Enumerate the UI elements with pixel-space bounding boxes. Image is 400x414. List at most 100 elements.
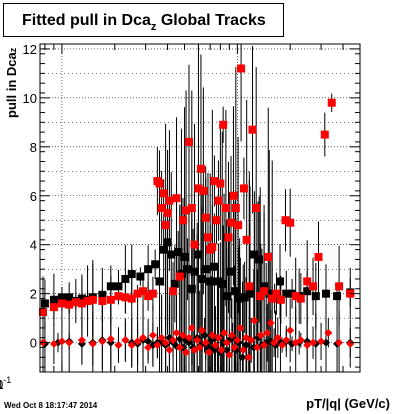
x-tick-label: 1 [0, 377, 4, 392]
marker-black [144, 265, 153, 274]
marker-black [106, 282, 115, 291]
marker-red [127, 341, 136, 350]
marker-red [114, 341, 123, 350]
marker-red [165, 196, 174, 205]
marker-red [268, 294, 277, 303]
marker-red [133, 337, 142, 346]
marker-red [208, 331, 217, 340]
marker-red [214, 333, 223, 342]
marker-red [172, 194, 181, 203]
marker-red [234, 221, 243, 230]
marker-red [205, 348, 214, 357]
marker-red [184, 137, 193, 146]
marker-red [196, 164, 205, 173]
marker-black [255, 255, 264, 264]
marker-red [49, 339, 58, 348]
marker-red [253, 343, 262, 352]
marker-red [282, 336, 291, 345]
marker-black [184, 338, 193, 347]
marker-red [77, 336, 86, 345]
marker-red [212, 216, 221, 225]
y-axis-label: pull in Dcaz [4, 48, 24, 138]
marker-black [40, 299, 49, 308]
chart-title-suffix: Global Tracks [156, 12, 266, 29]
marker-red [98, 337, 107, 346]
marker-black [57, 293, 66, 302]
marker-black [227, 267, 236, 276]
marker-black [183, 265, 192, 274]
marker-red [335, 338, 344, 347]
marker-red [106, 295, 115, 304]
marker-red [211, 341, 220, 350]
chart-title: Fitted pull in Dcaz Global Tracks [22, 12, 266, 33]
marker-red [286, 218, 295, 227]
marker-red [57, 337, 66, 346]
marker-red [324, 328, 333, 337]
marker-red [217, 345, 226, 354]
marker-black [151, 260, 160, 269]
marker-red [144, 292, 153, 301]
marker-red [157, 204, 166, 212]
marker-black [231, 287, 240, 296]
marker-red [317, 337, 326, 346]
marker-red [221, 204, 230, 212]
marker-red [139, 333, 148, 342]
chart-title-box: Fitted pull in Dcaz Global Tracks [3, 3, 284, 37]
marker-black [65, 293, 74, 302]
marker-red [250, 316, 259, 325]
marker-red [144, 343, 153, 352]
marker-red [291, 292, 300, 301]
marker-red [182, 348, 191, 357]
marker-red [239, 345, 248, 354]
marker-red [309, 282, 318, 291]
marker-black [218, 279, 227, 288]
marker-red [244, 353, 253, 362]
marker-black [190, 267, 199, 276]
marker-red [278, 341, 287, 350]
marker-black [265, 289, 274, 298]
marker-red [252, 204, 261, 212]
marker-red [106, 334, 115, 343]
marker-black [159, 245, 168, 254]
marker-red [193, 336, 202, 345]
marker-red [309, 338, 318, 347]
marker-black [238, 353, 247, 362]
marker-red [165, 345, 174, 354]
marker-red [172, 328, 181, 337]
marker-black [180, 252, 189, 261]
marker-black [194, 250, 203, 259]
marker-red [127, 294, 136, 303]
marker-red [161, 221, 170, 230]
marker-red [224, 233, 233, 242]
marker-red [194, 184, 203, 193]
marker-red [256, 331, 265, 340]
marker-red [187, 323, 196, 332]
marker-red [231, 204, 240, 212]
marker-black [276, 277, 285, 286]
marker-red [133, 289, 142, 298]
marker-black [144, 337, 153, 346]
marker-red [303, 341, 312, 350]
marker-red [169, 336, 178, 345]
marker-red [216, 179, 225, 188]
marker-red [276, 295, 285, 304]
marker-red [227, 218, 236, 227]
marker-red [98, 297, 107, 306]
marker-black [198, 274, 207, 283]
marker-black [174, 248, 183, 257]
marker-black [240, 293, 249, 302]
marker-black [121, 274, 130, 283]
marker-red [163, 208, 172, 217]
marker-red [179, 331, 188, 340]
marker-red [239, 184, 248, 193]
marker-red [175, 343, 184, 352]
marker-red [159, 189, 168, 198]
marker-black [235, 294, 244, 303]
y-axis-label-subscript: z [8, 47, 18, 53]
marker-red [88, 295, 97, 304]
y-tick-label: 10 [23, 91, 37, 106]
marker-black [206, 277, 215, 286]
marker-red [320, 130, 329, 139]
marker-red [210, 177, 219, 186]
